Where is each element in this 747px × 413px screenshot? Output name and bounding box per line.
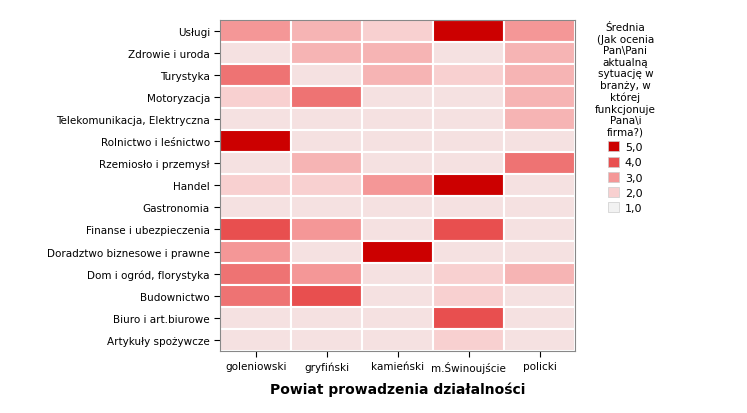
Bar: [504, 241, 575, 263]
Bar: [220, 241, 291, 263]
Legend: 5,0, 4,0, 3,0, 2,0, 1,0: 5,0, 4,0, 3,0, 2,0, 1,0: [595, 23, 656, 214]
Bar: [291, 241, 362, 263]
Bar: [433, 175, 504, 197]
Bar: [433, 241, 504, 263]
Bar: [433, 21, 504, 43]
Bar: [362, 131, 433, 153]
Bar: [362, 109, 433, 131]
Bar: [504, 43, 575, 65]
Bar: [220, 329, 291, 351]
X-axis label: Powiat prowadzenia działalności: Powiat prowadzenia działalności: [270, 382, 525, 396]
Bar: [291, 65, 362, 87]
Bar: [433, 153, 504, 175]
Bar: [362, 87, 433, 109]
Bar: [504, 21, 575, 43]
Bar: [433, 285, 504, 307]
Bar: [220, 263, 291, 285]
Bar: [362, 175, 433, 197]
Bar: [362, 241, 433, 263]
Bar: [220, 285, 291, 307]
Bar: [504, 285, 575, 307]
Bar: [504, 65, 575, 87]
Bar: [362, 263, 433, 285]
Bar: [291, 21, 362, 43]
Bar: [291, 219, 362, 241]
Bar: [291, 109, 362, 131]
Bar: [291, 285, 362, 307]
Bar: [362, 21, 433, 43]
Bar: [291, 263, 362, 285]
Bar: [433, 109, 504, 131]
Bar: [433, 197, 504, 219]
Bar: [291, 43, 362, 65]
Bar: [220, 307, 291, 329]
Bar: [362, 43, 433, 65]
Bar: [220, 87, 291, 109]
Bar: [220, 219, 291, 241]
Bar: [291, 131, 362, 153]
Bar: [362, 219, 433, 241]
Bar: [504, 307, 575, 329]
Bar: [504, 329, 575, 351]
Bar: [291, 175, 362, 197]
Bar: [362, 153, 433, 175]
Bar: [433, 329, 504, 351]
Bar: [220, 175, 291, 197]
Bar: [220, 153, 291, 175]
Bar: [362, 329, 433, 351]
Bar: [220, 21, 291, 43]
Bar: [433, 263, 504, 285]
Bar: [362, 65, 433, 87]
Bar: [433, 87, 504, 109]
Bar: [433, 65, 504, 87]
Bar: [504, 153, 575, 175]
Bar: [433, 131, 504, 153]
Bar: [362, 307, 433, 329]
Bar: [504, 109, 575, 131]
Bar: [291, 307, 362, 329]
Bar: [291, 197, 362, 219]
Bar: [433, 307, 504, 329]
Bar: [504, 87, 575, 109]
Bar: [291, 153, 362, 175]
Bar: [220, 131, 291, 153]
Bar: [504, 197, 575, 219]
Bar: [504, 219, 575, 241]
Bar: [504, 175, 575, 197]
Bar: [504, 263, 575, 285]
Bar: [433, 219, 504, 241]
Bar: [220, 197, 291, 219]
Bar: [433, 43, 504, 65]
Bar: [291, 329, 362, 351]
Bar: [220, 65, 291, 87]
Bar: [362, 197, 433, 219]
Bar: [504, 131, 575, 153]
Bar: [362, 285, 433, 307]
Bar: [220, 43, 291, 65]
Bar: [291, 87, 362, 109]
Bar: [220, 109, 291, 131]
